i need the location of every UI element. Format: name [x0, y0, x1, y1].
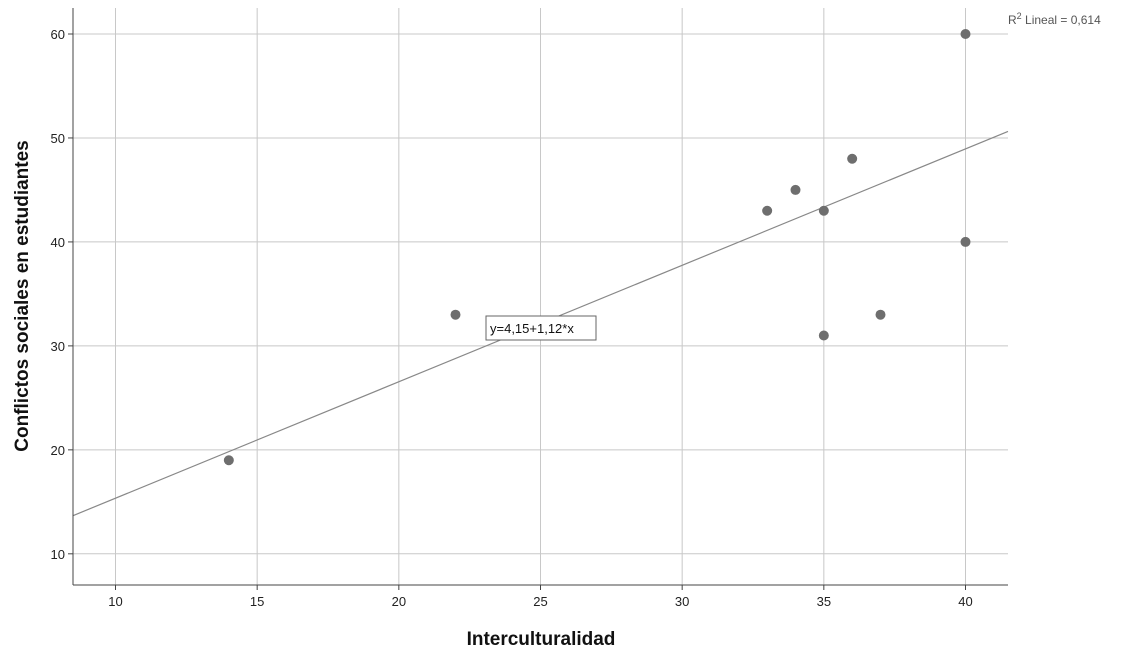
y-tick-label: 50: [51, 131, 65, 146]
data-point: [960, 236, 971, 247]
x-tick-label: 35: [817, 594, 831, 609]
data-point: [818, 330, 829, 341]
r2-label: R2 Lineal = 0,614: [1008, 11, 1101, 27]
y-tick-label: 20: [51, 443, 65, 458]
y-axis-title: Conflictos sociales en estudiantes: [12, 140, 33, 451]
data-point: [223, 455, 234, 466]
data-point: [818, 205, 829, 216]
equation-box-border: [485, 315, 597, 341]
data-point: [960, 28, 971, 39]
y-tick-label: 10: [51, 547, 65, 562]
data-point: [762, 205, 773, 216]
x-tick-label: 40: [958, 594, 972, 609]
data-points: [223, 28, 971, 466]
grid-lines: [73, 8, 1008, 585]
x-tick-label: 15: [250, 594, 264, 609]
x-tick-label: 20: [392, 594, 406, 609]
x-tick-label: 30: [675, 594, 689, 609]
axes: [68, 8, 1008, 590]
equation-box: y=4,15+1,12*x: [485, 315, 597, 341]
equation-label: y=4,15+1,12*x: [490, 321, 574, 336]
data-point: [450, 309, 461, 320]
y-tick-label: 60: [51, 27, 65, 42]
data-point: [790, 184, 801, 195]
x-tick-label: 25: [533, 594, 547, 609]
x-tick-label: 10: [108, 594, 122, 609]
data-point: [847, 153, 858, 164]
y-tick-label: 40: [51, 235, 65, 250]
x-axis-title: Interculturalidad: [467, 629, 616, 650]
y-tick-label: 30: [51, 339, 65, 354]
tick-labels: 10 15 20 25 30 35 40 10 20 30 40 50 60: [51, 27, 973, 609]
data-point: [875, 309, 886, 320]
